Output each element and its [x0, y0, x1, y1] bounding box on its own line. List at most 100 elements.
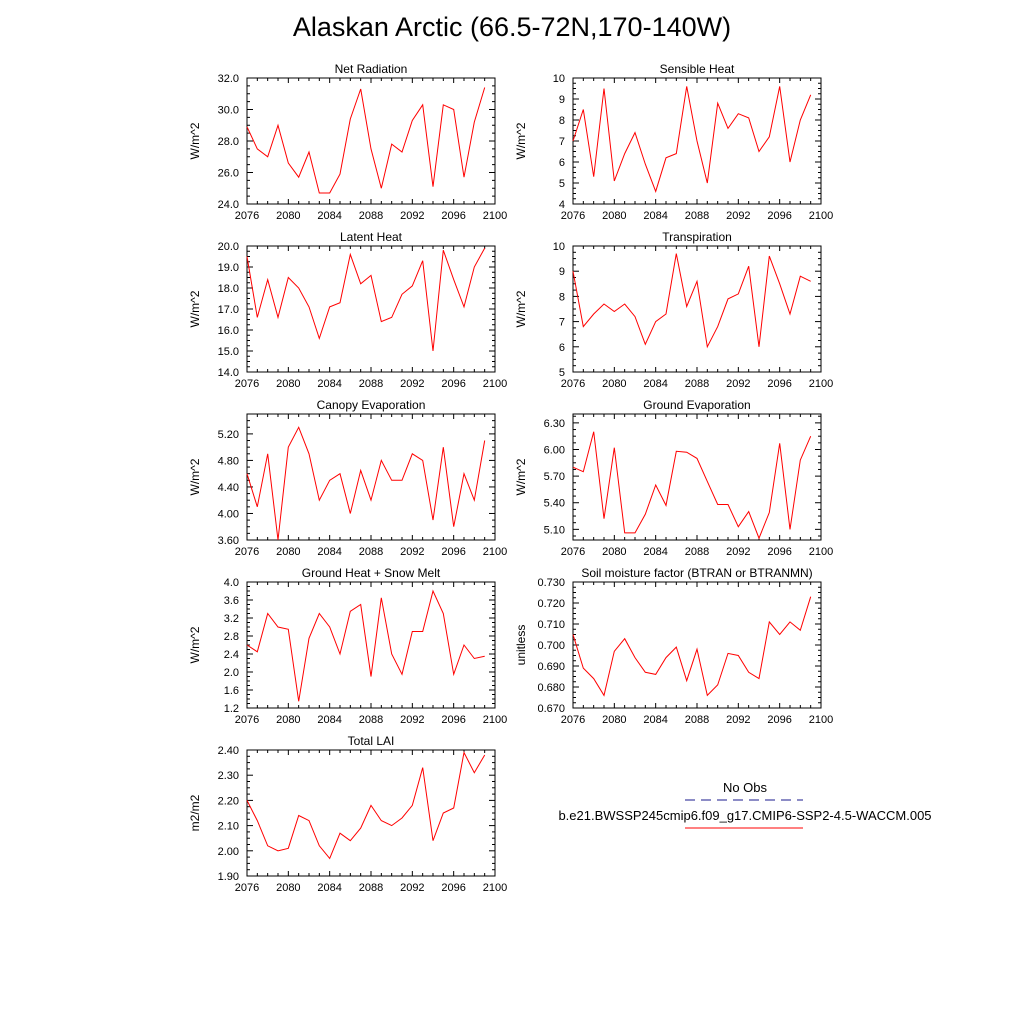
plot-frame [246, 413, 496, 541]
x-tick-label: 2084 [643, 714, 667, 726]
chart-title: Soil moisture factor (BTRAN or BTRANMN) [581, 566, 812, 580]
x-tick-label: 2088 [685, 546, 709, 558]
y-tick-label: 5 [559, 367, 565, 379]
x-tick-label: 2080 [602, 378, 626, 390]
series-line [572, 596, 812, 697]
x-tick-label: 2088 [359, 546, 383, 558]
chart-title: Ground Evaporation [643, 398, 750, 412]
y-tick-label: 1.2 [224, 703, 239, 715]
plot-frame [246, 749, 496, 877]
y-axis-label: W/m^2 [188, 626, 202, 663]
x-tick-label: 2096 [441, 210, 465, 222]
series-line [572, 253, 811, 349]
legend-label-model: b.e21.BWSSP245cmip6.f09_g17.CMIP6-SSP2-4… [558, 808, 932, 823]
legend: No Obs b.e21.BWSSP245cmip6.f09_g17.CMIP6… [520, 778, 970, 848]
x-tick-label: 2092 [726, 714, 750, 726]
x-tick-label: 2100 [809, 546, 833, 558]
x-tick-label: 2096 [441, 546, 465, 558]
x-tick-label: 2092 [726, 378, 750, 390]
y-tick-label: 6 [559, 342, 565, 354]
chart-panel: Ground Heat + Snow Melt W/m^2 2076 2080 2084… [188, 566, 507, 726]
x-tick-label: 2076 [235, 882, 259, 894]
y-tick-label: 0.710 [537, 619, 565, 631]
x-tick-label: 2100 [809, 378, 833, 390]
series-line [246, 589, 485, 702]
x-tick-label: 2100 [483, 714, 507, 726]
y-tick-label: 1.90 [218, 871, 239, 883]
x-tick-label: 2096 [767, 714, 791, 726]
chart-title: Sensible Heat [660, 62, 735, 76]
y-tick-label: 8 [559, 115, 565, 127]
y-tick-label: 2.00 [218, 846, 239, 858]
x-tick-label: 2088 [359, 378, 383, 390]
y-axis-label: W/m^2 [514, 458, 528, 495]
y-tick-label: 0.720 [537, 598, 565, 610]
x-tick-label: 2096 [767, 210, 791, 222]
x-tick-label: 2088 [685, 378, 709, 390]
chart-title: Transpiration [662, 230, 732, 244]
x-tick-label: 2076 [235, 546, 259, 558]
y-tick-label: 8 [559, 291, 565, 303]
x-tick-label: 2080 [602, 546, 626, 558]
x-tick-label: 2096 [441, 714, 465, 726]
x-tick-label: 2096 [767, 546, 791, 558]
x-tick-label: 2080 [602, 210, 626, 222]
y-tick-label: 5.70 [544, 471, 565, 483]
y-tick-label: 4.80 [218, 455, 239, 467]
y-tick-label: 1.6 [224, 685, 239, 697]
x-tick-label: 2088 [359, 882, 383, 894]
x-tick-label: 2080 [276, 210, 300, 222]
y-tick-label: 20.0 [218, 241, 239, 253]
y-tick-label: 16.0 [218, 325, 239, 337]
y-tick-label: 0.680 [537, 682, 565, 694]
y-tick-label: 2.20 [218, 795, 239, 807]
y-tick-label: 26.0 [218, 168, 239, 180]
x-tick-label: 2096 [441, 378, 465, 390]
x-tick-label: 2100 [809, 714, 833, 726]
chart-title: Total LAI [348, 734, 395, 748]
y-tick-label: 5.20 [218, 429, 239, 441]
y-tick-label: 2.40 [218, 745, 239, 757]
legend-swatch-model [685, 827, 803, 829]
x-tick-label: 2092 [400, 882, 424, 894]
y-tick-label: 30.0 [218, 105, 239, 117]
chart-title: Net Radiation [335, 62, 408, 76]
x-tick-label: 2080 [276, 882, 300, 894]
y-axis-label: W/m^2 [188, 122, 202, 159]
y-tick-label: 3.60 [218, 535, 239, 547]
y-tick-label: 4.40 [218, 482, 239, 494]
x-tick-label: 2076 [561, 714, 585, 726]
plot-frame [246, 77, 496, 205]
y-tick-label: 2.4 [224, 649, 239, 661]
y-tick-label: 3.6 [224, 595, 239, 607]
series-line [246, 426, 486, 541]
x-tick-label: 2100 [483, 882, 507, 894]
x-tick-label: 2096 [767, 378, 791, 390]
y-tick-label: 0.700 [537, 640, 565, 652]
chart-panel: Sensible Heat W/m^2 2076 2080 2084 2088 2092 20… [514, 62, 833, 222]
x-tick-label: 2080 [276, 546, 300, 558]
x-tick-label: 2084 [317, 882, 341, 894]
x-tick-label: 2100 [809, 210, 833, 222]
chart-panel: Total LAI m2/m2 2076 2080 2084 2088 2092 2096 21… [188, 734, 507, 894]
y-tick-label: 9 [559, 94, 565, 106]
x-tick-label: 2084 [317, 714, 341, 726]
chart-panel: Canopy Evaporation W/m^2 2076 2080 2084 2088 2… [188, 398, 507, 558]
y-tick-label: 28.0 [218, 136, 239, 148]
x-tick-label: 2076 [561, 378, 585, 390]
y-axis-label: W/m^2 [514, 122, 528, 159]
y-tick-label: 2.8 [224, 631, 239, 643]
legend-swatch-no-obs [685, 799, 803, 801]
y-tick-label: 15.0 [218, 346, 239, 358]
x-tick-label: 2084 [643, 546, 667, 558]
chart-title: Ground Heat + Snow Melt [302, 566, 441, 580]
x-tick-label: 2080 [276, 714, 300, 726]
x-tick-label: 2076 [561, 546, 585, 558]
y-tick-label: 24.0 [218, 199, 239, 211]
x-tick-label: 2076 [235, 210, 259, 222]
x-tick-label: 2076 [235, 714, 259, 726]
x-tick-label: 2088 [685, 210, 709, 222]
y-tick-label: 7 [559, 317, 565, 329]
y-tick-label: 7 [559, 136, 565, 148]
x-tick-label: 2084 [317, 378, 341, 390]
